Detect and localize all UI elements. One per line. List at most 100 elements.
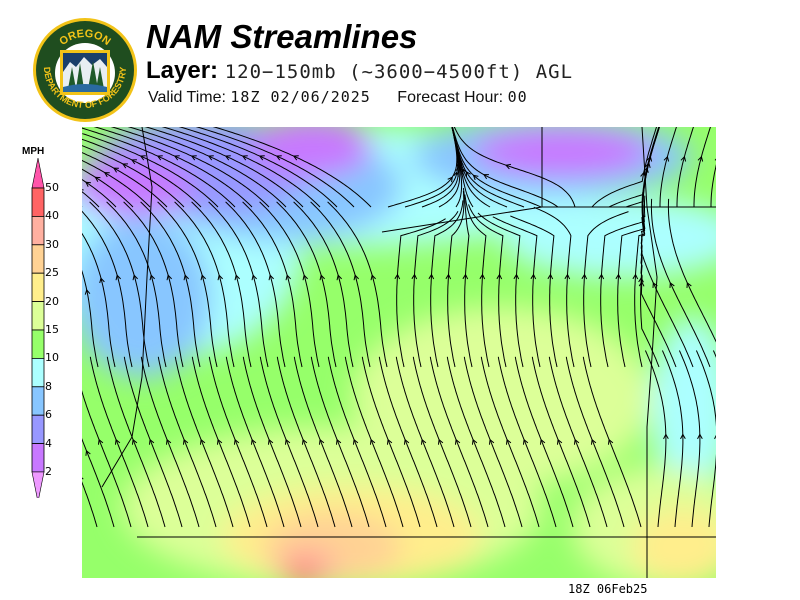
legend-tick: 4: [45, 436, 52, 450]
streamline-arrow: [638, 276, 644, 283]
streamline: [178, 127, 338, 208]
forecast-hour-label: Forecast Hour:: [397, 89, 504, 106]
streamline: [468, 204, 507, 368]
streamline-arrow: [522, 438, 529, 445]
streamline-arrow: [669, 281, 675, 288]
streamline-arrow: [319, 274, 325, 281]
streamline-arrow: [505, 438, 512, 445]
streamline: [191, 356, 251, 528]
legend-swatch: [31, 443, 45, 473]
streamline-arrow: [132, 274, 138, 281]
streamline: [644, 350, 667, 528]
streamline: [676, 127, 694, 207]
valid-time-line: Valid Time: 18Z 02/06/2025 Forecast Hour…: [148, 88, 528, 107]
streamline: [510, 215, 558, 368]
wind-speed-shading: [82, 127, 716, 578]
legend-unit: MPH: [22, 146, 45, 157]
streamline-arrow: [275, 155, 282, 161]
streamline: [446, 356, 506, 528]
streamline-arrow: [284, 438, 291, 445]
color-legend: [31, 158, 45, 498]
streamline: [89, 201, 150, 368]
streamline: [464, 194, 490, 368]
streamline-map: [82, 127, 716, 578]
streamline-arrow: [85, 449, 91, 456]
streamline-arrow: [149, 274, 155, 281]
layer-value: 120−150mb (~3600−4500ft) AGL: [224, 61, 574, 83]
streamline: [429, 356, 489, 528]
streamline: [640, 195, 660, 368]
streamline-arrow: [94, 176, 101, 182]
streamline: [208, 201, 269, 368]
streamline: [82, 138, 202, 208]
legend-tick: 20: [45, 294, 59, 308]
legend-tick: 8: [45, 379, 52, 393]
streamline-arrow: [530, 273, 537, 280]
streamline: [361, 356, 421, 528]
streamline-arrow: [615, 273, 622, 280]
streamline-arrow: [663, 433, 669, 440]
legend-swatch: [31, 301, 45, 331]
streamline-arrow: [556, 438, 563, 445]
streamline: [89, 356, 149, 528]
streamline: [452, 127, 559, 208]
streamline-arrow: [686, 281, 692, 288]
streamline: [82, 168, 134, 208]
streamline: [447, 190, 465, 368]
streamline-arrow: [573, 438, 580, 445]
streamline: [413, 211, 459, 368]
streamline-arrow: [420, 438, 427, 445]
streamline: [310, 356, 370, 528]
streamline-arrow: [479, 273, 486, 280]
streamline-arrow: [437, 438, 444, 445]
streamline-arrow: [607, 438, 614, 445]
page-title: NAM Streamlines: [146, 18, 418, 55]
streamline: [82, 191, 100, 208]
streamline-arrow: [318, 438, 325, 445]
streamline: [106, 356, 166, 528]
streamline: [608, 127, 660, 208]
streamline: [548, 356, 608, 528]
streamline-arrow: [183, 274, 189, 281]
streamline: [82, 232, 116, 368]
streamline: [600, 215, 645, 368]
streamline: [640, 200, 694, 368]
streamline: [157, 201, 218, 368]
streamline: [123, 356, 183, 528]
streamline-arrow: [643, 166, 649, 173]
streamline: [659, 127, 677, 207]
streamline: [127, 127, 287, 208]
streamline-arrow: [547, 273, 554, 280]
layer-info: Layer: 120−150mb (~3600−4500ft) AGL: [146, 57, 573, 85]
streamline: [344, 356, 404, 528]
streamline-arrow: [465, 170, 471, 177]
oregon-department-of-forestry-logo: OREGON DEPARTMENT OF FORESTRY: [33, 18, 137, 122]
legend-over-arrow: [31, 158, 45, 189]
streamline: [667, 198, 716, 343]
legend-swatch: [31, 329, 45, 359]
streamline: [497, 356, 557, 528]
streamline-arrow: [241, 155, 248, 161]
streamline: [93, 127, 253, 208]
streamline: [157, 356, 217, 528]
streamline: [259, 356, 319, 528]
streamline-arrow: [131, 438, 138, 445]
streamline-arrow: [148, 438, 155, 445]
streamline: [82, 269, 99, 368]
forecast-hour-value: 00: [507, 88, 528, 106]
streamline-arrow: [369, 438, 376, 445]
streamline-arrow: [224, 155, 231, 161]
streamline: [110, 127, 270, 208]
streamline: [174, 201, 235, 368]
streamline-arrow: [638, 280, 645, 287]
streamline: [276, 356, 336, 528]
streamline: [451, 127, 542, 208]
streamline-arrow: [680, 155, 687, 162]
streamline: [396, 218, 446, 368]
streamline-arrow: [217, 274, 223, 281]
streamline-arrow: [122, 163, 128, 169]
streamline: [140, 356, 200, 528]
streamline-arrow: [539, 438, 546, 445]
streamline-arrow: [114, 438, 121, 445]
svg-text:OREGON: OREGON: [57, 28, 112, 48]
